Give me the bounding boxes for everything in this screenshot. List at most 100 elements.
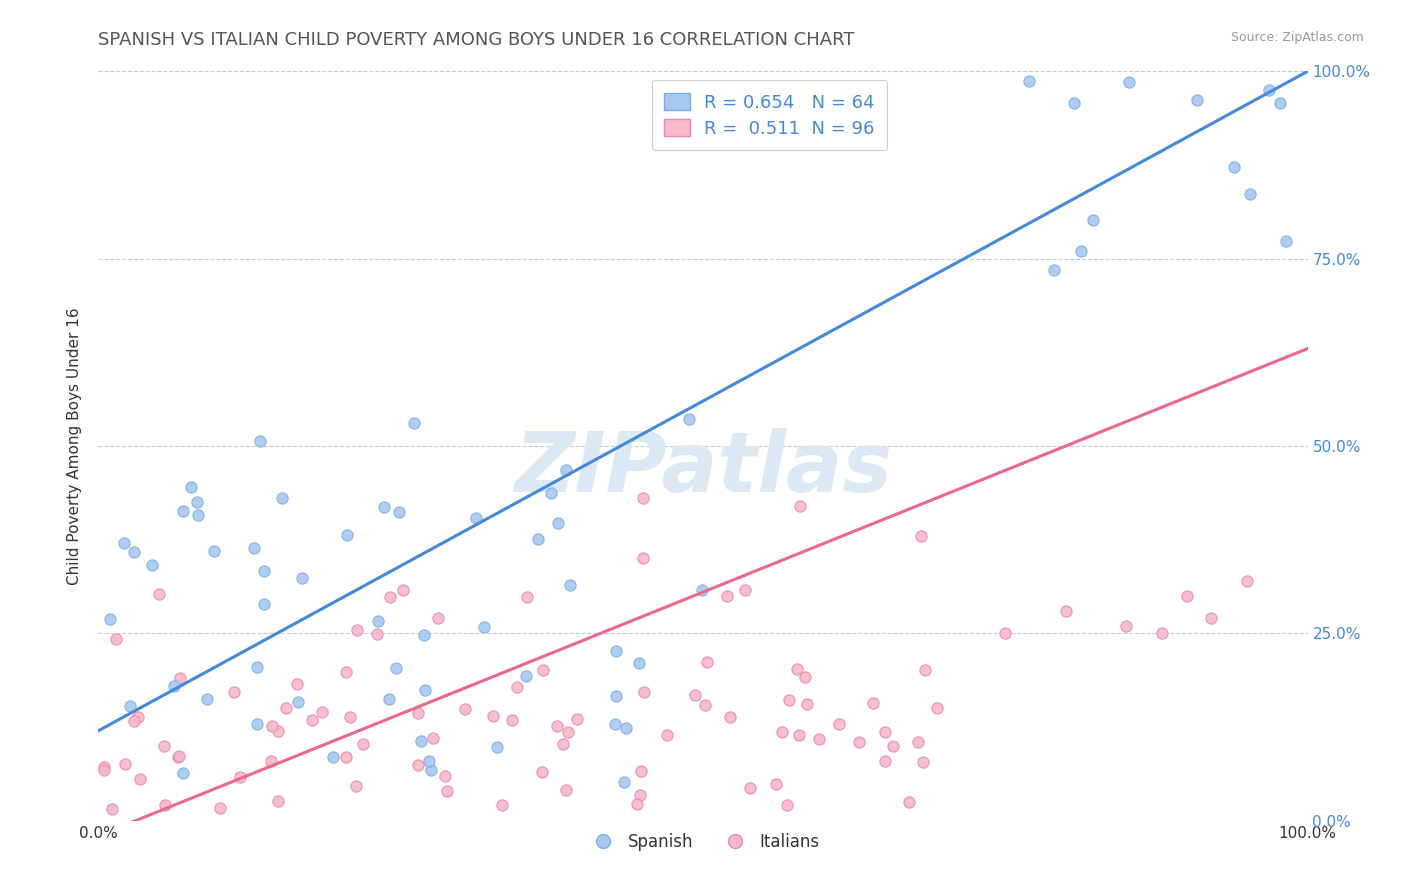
Point: [848, 735, 870, 749]
Point: [172, 765, 194, 780]
Point: [118, 698, 141, 713]
Point: [778, 693, 800, 707]
Point: [335, 528, 357, 542]
Point: [540, 485, 562, 500]
Point: [631, 491, 654, 506]
Point: [420, 763, 443, 777]
Point: [505, 680, 527, 694]
Point: [567, 712, 589, 726]
Point: [367, 614, 389, 628]
Point: [1070, 244, 1092, 259]
Point: [1236, 574, 1258, 588]
Point: [186, 494, 208, 508]
Point: [613, 774, 636, 789]
Point: [690, 583, 713, 598]
Point: [515, 669, 537, 683]
Point: [434, 769, 457, 783]
Point: [141, 558, 163, 572]
Point: [1118, 75, 1140, 89]
Point: [862, 696, 884, 710]
Point: [472, 620, 495, 634]
Point: [547, 516, 569, 531]
Point: [808, 731, 831, 746]
Point: [195, 692, 218, 706]
Point: [366, 627, 388, 641]
Point: [271, 491, 294, 505]
Point: [454, 702, 477, 716]
Point: [1239, 186, 1261, 201]
Point: [246, 659, 269, 673]
Point: [93, 760, 115, 774]
Point: [274, 701, 297, 715]
Point: [209, 801, 232, 815]
Point: [485, 739, 508, 754]
Point: [531, 765, 554, 780]
Point: [1257, 83, 1279, 97]
Point: [898, 795, 921, 809]
Point: [1054, 604, 1077, 618]
Point: [373, 500, 395, 514]
Point: [633, 685, 655, 699]
Point: [415, 682, 437, 697]
Point: [1199, 611, 1222, 625]
Point: [246, 717, 269, 731]
Point: [335, 750, 357, 764]
Point: [291, 571, 314, 585]
Point: [418, 754, 440, 768]
Point: [391, 582, 413, 597]
Point: [558, 577, 581, 591]
Point: [409, 734, 432, 748]
Text: SPANISH VS ITALIAN CHILD POVERTY AMONG BOYS UNDER 16 CORRELATION CHART: SPANISH VS ITALIAN CHILD POVERTY AMONG B…: [98, 31, 855, 49]
Point: [1018, 74, 1040, 88]
Point: [627, 657, 650, 671]
Point: [377, 691, 399, 706]
Point: [630, 764, 652, 779]
Point: [266, 794, 288, 808]
Point: [531, 663, 554, 677]
Point: [765, 777, 787, 791]
Point: [262, 719, 284, 733]
Point: [128, 772, 150, 786]
Point: [322, 749, 344, 764]
Point: [1063, 95, 1085, 110]
Point: [222, 685, 245, 699]
Point: [789, 499, 811, 513]
Point: [1175, 589, 1198, 603]
Point: [169, 671, 191, 685]
Point: [287, 695, 309, 709]
Point: [1115, 619, 1137, 633]
Point: [555, 463, 578, 477]
Point: [1185, 93, 1208, 107]
Point: [426, 611, 449, 625]
Point: [253, 564, 276, 578]
Point: [229, 770, 252, 784]
Point: [187, 508, 209, 522]
Point: [253, 597, 276, 611]
Y-axis label: Child Poverty Among Boys Under 16: Child Poverty Among Boys Under 16: [67, 307, 83, 585]
Point: [720, 710, 742, 724]
Point: [501, 713, 523, 727]
Point: [553, 737, 575, 751]
Point: [794, 670, 817, 684]
Legend: Spanish, Italians: Spanish, Italians: [579, 826, 827, 857]
Point: [882, 739, 904, 753]
Point: [413, 628, 436, 642]
Point: [388, 505, 411, 519]
Point: [163, 679, 186, 693]
Point: [101, 802, 124, 816]
Point: [738, 781, 761, 796]
Point: [380, 590, 402, 604]
Point: [787, 729, 810, 743]
Point: [404, 416, 426, 430]
Point: [994, 626, 1017, 640]
Point: [166, 749, 188, 764]
Point: [122, 714, 145, 728]
Point: [1081, 213, 1104, 227]
Point: [180, 480, 202, 494]
Point: [406, 758, 429, 772]
Point: [696, 655, 718, 669]
Point: [770, 725, 793, 739]
Point: [267, 724, 290, 739]
Point: [828, 716, 851, 731]
Point: [603, 716, 626, 731]
